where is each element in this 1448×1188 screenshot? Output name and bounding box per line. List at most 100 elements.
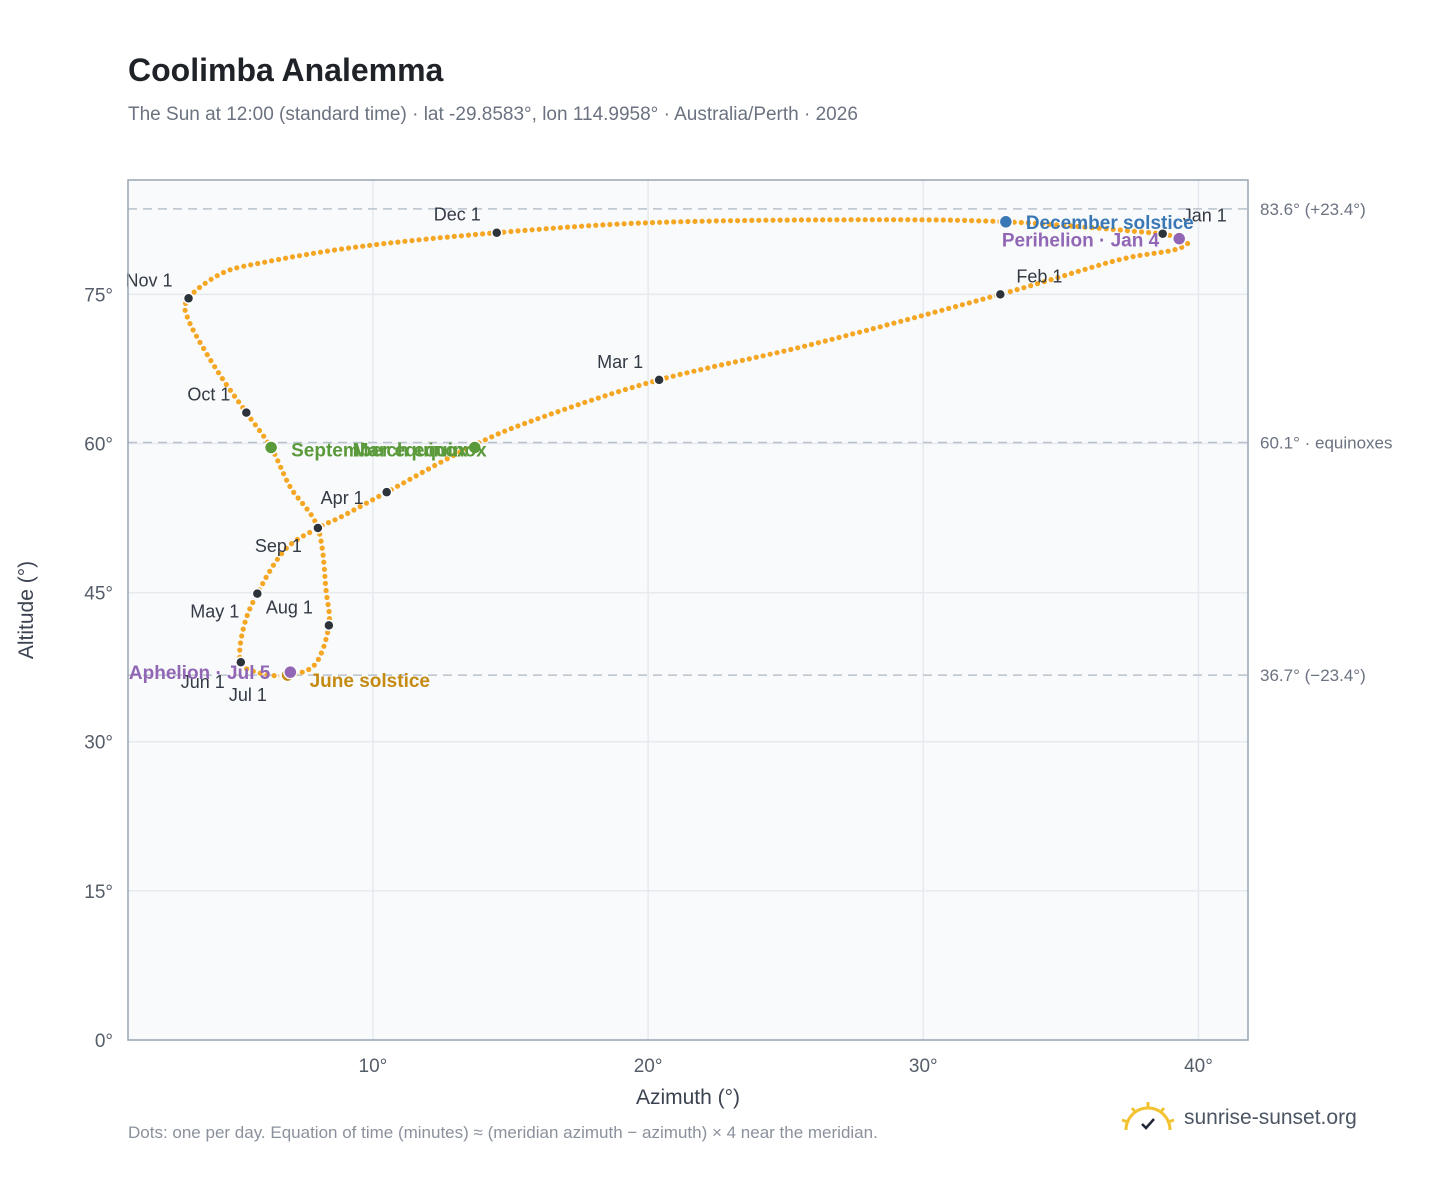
- daily-sun-dot: [1151, 250, 1157, 256]
- daily-sun-dot: [1082, 224, 1088, 230]
- daily-sun-dot: [325, 520, 332, 526]
- daily-sun-dot: [274, 556, 280, 562]
- daily-sun-dot: [649, 220, 656, 226]
- daily-sun-dot: [284, 477, 290, 483]
- daily-sun-dot: [808, 341, 815, 348]
- daily-sun-dot: [388, 240, 394, 246]
- daily-sun-dot: [419, 469, 425, 475]
- daily-sun-dot: [607, 221, 613, 228]
- y-tick-label: 0°: [95, 1031, 113, 1052]
- daily-sun-dot: [376, 493, 382, 499]
- daily-sun-dot: [495, 431, 501, 437]
- daily-sun-dot: [670, 373, 676, 379]
- event-marker: [998, 214, 1014, 230]
- daily-sun-dot: [1144, 251, 1150, 257]
- month-marker: [994, 288, 1007, 301]
- daily-sun-dot: [332, 517, 338, 523]
- daily-sun-dot: [756, 217, 762, 223]
- daily-sun-dot: [508, 228, 514, 235]
- month-marker: [235, 656, 247, 668]
- daily-sun-dot: [1096, 225, 1102, 231]
- daily-sun-dot: [571, 224, 578, 230]
- daily-sun-dot: [1034, 281, 1041, 287]
- daily-sun-dot: [876, 217, 883, 223]
- daily-sun-dot: [416, 237, 422, 243]
- daily-sun-dot: [487, 230, 493, 236]
- month-label: Apr 1: [321, 488, 364, 508]
- daily-sun-dot: [522, 227, 528, 233]
- daily-sun-dot: [870, 326, 876, 332]
- event-label: March equinox: [353, 440, 488, 461]
- month-marker: [182, 292, 195, 305]
- daily-sun-dot: [855, 217, 861, 223]
- daily-sun-dot: [548, 411, 554, 417]
- daily-sun-dot: [450, 452, 457, 459]
- daily-sun-dot: [215, 370, 222, 376]
- daily-sun-dot: [1021, 285, 1027, 291]
- brand[interactable]: sunrise-sunset.org: [1120, 1100, 1357, 1136]
- daily-sun-dot: [946, 305, 952, 311]
- event-label: June solstice: [310, 671, 430, 692]
- daily-sun-dot: [237, 640, 244, 646]
- daily-sun-dot: [542, 413, 548, 419]
- daily-sun-dot: [437, 235, 443, 241]
- chart-subtitle: The Sun at 12:00 (standard time) · lat -…: [128, 104, 858, 125]
- daily-sun-dot: [635, 220, 641, 226]
- analemma-path: [182, 217, 1191, 679]
- daily-sun-dot: [304, 506, 310, 512]
- daily-sun-dot: [746, 356, 752, 362]
- daily-sun-dot: [351, 507, 357, 513]
- event-label: December solstice: [1026, 213, 1194, 234]
- daily-sun-dot: [296, 253, 303, 259]
- daily-sun-dot: [1007, 289, 1013, 295]
- daily-sun-dot: [636, 382, 642, 389]
- daily-sun-dot: [1089, 225, 1095, 231]
- daily-sun-dot: [795, 345, 801, 351]
- daily-sun-dot: [262, 259, 268, 265]
- daily-sun-dot: [197, 339, 203, 345]
- daily-sun-dot: [308, 512, 314, 518]
- daily-sun-dot: [841, 217, 847, 223]
- daily-sun-dot: [781, 348, 787, 354]
- daily-sun-dot: [798, 217, 805, 223]
- daily-sun-dot: [321, 566, 327, 572]
- daily-sun-dot: [325, 601, 331, 608]
- brand-name: sunrise-sunset.org: [1184, 1106, 1357, 1129]
- daily-sun-dot: [502, 428, 508, 434]
- footnote: Dots: one per day. Equation of time (min…: [128, 1123, 878, 1142]
- daily-sun-dot: [589, 397, 595, 403]
- daily-sun-dot: [1146, 229, 1152, 236]
- daily-sun-dot: [423, 236, 429, 242]
- daily-sun-dot: [822, 338, 828, 344]
- daily-sun-dot: [204, 352, 210, 358]
- daily-sun-dot: [271, 673, 277, 679]
- daily-sun-dot: [338, 514, 344, 520]
- daily-sun-dot: [966, 300, 972, 306]
- daily-sun-dot: [267, 568, 273, 574]
- daily-sun-dot: [575, 402, 581, 408]
- daily-sun-dot: [933, 217, 939, 223]
- daily-sun-dot: [980, 296, 986, 302]
- month-marker: [653, 374, 665, 386]
- daily-sun-dot: [255, 260, 261, 267]
- daily-sun-dot: [664, 219, 670, 225]
- month-marker: [312, 522, 324, 534]
- daily-sun-dot: [891, 217, 897, 223]
- daily-sun-dot: [381, 241, 387, 247]
- daily-sun-dot: [318, 538, 324, 544]
- daily-sun-dot: [698, 367, 704, 373]
- daily-sun-dot: [543, 226, 549, 232]
- x-axis-ticks: 10° 20° 30° 40°: [359, 1056, 1213, 1077]
- daily-sun-dot: [346, 245, 352, 251]
- daily-sun-dot: [954, 217, 961, 223]
- month-label: Dec 1: [434, 205, 481, 225]
- daily-sun-dot: [905, 217, 911, 223]
- month-label: Nov 1: [126, 270, 173, 290]
- daily-sun-dot: [1138, 229, 1145, 235]
- daily-sun-dot: [239, 633, 245, 639]
- daily-sun-dot: [529, 227, 535, 233]
- daily-sun-dot: [685, 218, 691, 225]
- daily-sun-dot: [739, 357, 746, 363]
- daily-sun-dot: [1158, 249, 1164, 255]
